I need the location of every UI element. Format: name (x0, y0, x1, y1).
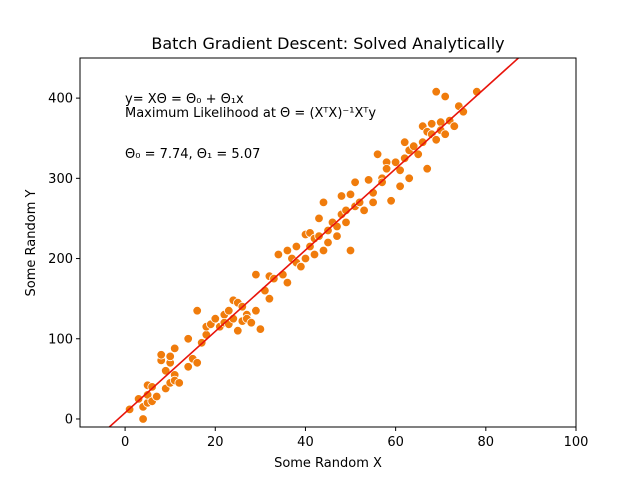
data-point (386, 196, 396, 206)
chart-title: Batch Gradient Descent: Solved Analytica… (151, 34, 504, 53)
data-point (142, 390, 153, 400)
data-point (192, 358, 202, 368)
data-point (409, 141, 419, 151)
data-point (133, 394, 144, 404)
data-point (300, 253, 311, 264)
data-point (350, 177, 360, 188)
y-axis-label: Some Random Y (24, 189, 39, 296)
data-point (336, 191, 347, 201)
data-point (169, 343, 180, 354)
data-point (147, 382, 157, 392)
data-point (296, 261, 306, 272)
x-tick-label: 100 (564, 435, 589, 450)
data-point (174, 378, 184, 388)
data-point (314, 213, 324, 224)
data-point (413, 149, 423, 160)
equation-annotation: y= XΘ = Θ₀ + Θ₁x (125, 92, 244, 107)
data-point (404, 173, 414, 184)
y-tick-label: 200 (48, 252, 73, 267)
data-point (395, 165, 405, 176)
data-point (151, 391, 162, 402)
data-point (246, 318, 257, 328)
data-point (156, 350, 166, 360)
data-point (440, 129, 450, 139)
data-point (183, 362, 193, 372)
data-point (165, 351, 175, 362)
data-point (314, 231, 324, 241)
data-point (345, 245, 356, 256)
data-point (422, 163, 432, 174)
data-point (431, 135, 441, 145)
data-point (282, 245, 293, 256)
data-point (381, 163, 392, 174)
fit-line-layer (108, 58, 520, 427)
axes-frame (79, 57, 577, 428)
data-point (273, 249, 284, 260)
data-point (318, 197, 329, 208)
data-point (359, 205, 369, 216)
data-point (224, 306, 234, 316)
data-point (400, 153, 410, 164)
data-point (431, 86, 441, 97)
x-tick-label: 0 (121, 435, 129, 450)
data-point (377, 177, 387, 188)
data-point (138, 414, 148, 424)
x-tick-label: 60 (387, 435, 404, 450)
data-point (418, 137, 428, 147)
parameters-annotation: Θ₀ = 7.74, Θ₁ = 5.07 (125, 147, 260, 162)
x-tick-label: 20 (207, 435, 224, 450)
y-tick-label: 300 (48, 172, 73, 187)
x-axis-label: Some Random X (274, 456, 382, 471)
data-point (345, 189, 356, 200)
data-point (449, 121, 460, 131)
data-point (323, 237, 333, 248)
data-point (440, 91, 450, 102)
data-point (309, 249, 320, 260)
data-point (372, 149, 383, 160)
x-tick-label: 40 (297, 435, 314, 450)
data-point (251, 269, 261, 280)
y-tick-label: 400 (48, 92, 73, 107)
data-point (400, 137, 410, 147)
data-point (318, 245, 329, 256)
data-point (332, 231, 342, 241)
data-point (282, 277, 293, 288)
data-point (291, 241, 302, 252)
data-point (251, 306, 261, 316)
plot-area (124, 86, 482, 424)
data-point (210, 314, 221, 324)
axis-ticks: 0 20 40 60 80 100 0 100 200 300 400 (48, 92, 588, 450)
data-point (183, 334, 193, 344)
data-point (192, 306, 202, 316)
data-point (341, 217, 351, 228)
x-tick-label: 80 (478, 435, 495, 450)
max-likelihood-annotation: Maximum Likelihood at Θ = (XᵀX)⁻¹Xᵀy (125, 106, 376, 121)
data-point (368, 197, 378, 208)
data-point (363, 175, 374, 185)
data-point (233, 326, 243, 336)
data-point (427, 119, 437, 129)
data-point (278, 269, 288, 280)
y-tick-label: 100 (48, 332, 73, 347)
y-tick-label: 0 (65, 412, 73, 427)
data-point (390, 157, 401, 168)
data-point (395, 181, 405, 192)
fit-line (108, 58, 520, 427)
data-point (264, 294, 275, 304)
data-point (255, 324, 266, 334)
